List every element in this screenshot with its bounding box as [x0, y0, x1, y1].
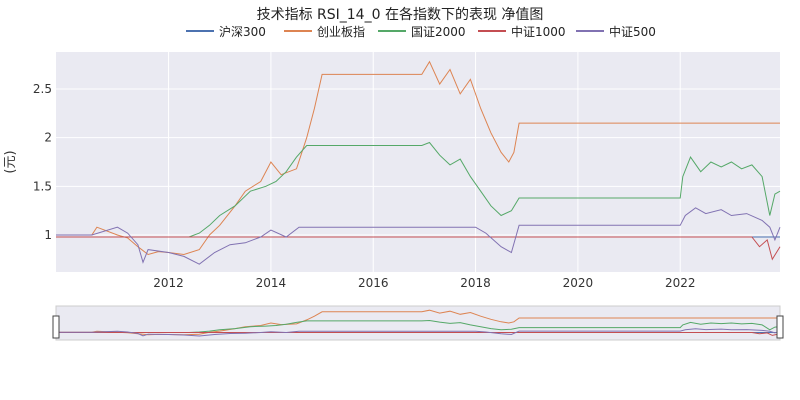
- range-slider-preview: [56, 309, 781, 337]
- x-tick-label: 2014: [256, 276, 287, 290]
- range-slider-series-4: [56, 328, 781, 337]
- x-tick-label: 2018: [460, 276, 491, 290]
- y-tick-label: 1: [44, 228, 52, 242]
- legend-item[interactable]: 沪深300: [186, 25, 266, 39]
- plot-area: [56, 52, 780, 272]
- range-slider-series-2: [56, 319, 781, 333]
- x-tick-label: 2022: [665, 276, 696, 290]
- x-tick-label: 2020: [563, 276, 594, 290]
- y-axis-ticks: 1 1.5 2 2.5: [33, 82, 52, 242]
- chart-title: 技术指标 RSI_14_0 在各指数下的表现 净值图: [257, 7, 544, 23]
- series-layer: [56, 60, 781, 265]
- range-slider[interactable]: [52, 305, 784, 341]
- legend-label: 中证1000: [511, 24, 566, 39]
- x-tick-label: 2016: [358, 276, 389, 290]
- x-axis-ticks: 2012 2014 2016 2018 2020 2022: [153, 276, 695, 290]
- legend-item[interactable]: 创业板指: [284, 24, 365, 39]
- legend-item[interactable]: 中证500: [576, 24, 656, 39]
- y-tick-label: 2.5: [33, 82, 52, 96]
- legend-item[interactable]: 国证2000: [378, 25, 466, 39]
- range-slider-left-handle[interactable]: [52, 315, 60, 339]
- legend-label: 中证500: [609, 24, 656, 39]
- y-axis-label: (元): [3, 150, 18, 173]
- legend-label: 沪深300: [219, 25, 266, 39]
- legend-label: 创业板指: [317, 24, 365, 39]
- legend-label: 国证2000: [411, 25, 466, 39]
- series-line-2: [56, 141, 781, 238]
- range-slider-right-handle[interactable]: [776, 315, 784, 339]
- legend[interactable]: 沪深300 创业板指 国证2000 中证1000 中证500: [186, 24, 656, 39]
- y-tick-label: 1.5: [33, 179, 52, 193]
- y-tick-label: 2: [44, 131, 52, 145]
- legend-item[interactable]: 中证1000: [478, 24, 566, 39]
- grid: [56, 52, 780, 272]
- series-line-4: [56, 207, 781, 265]
- x-tick-label: 2012: [153, 276, 184, 290]
- series-line-3: [56, 236, 781, 261]
- range-slider-series-3: [56, 332, 781, 336]
